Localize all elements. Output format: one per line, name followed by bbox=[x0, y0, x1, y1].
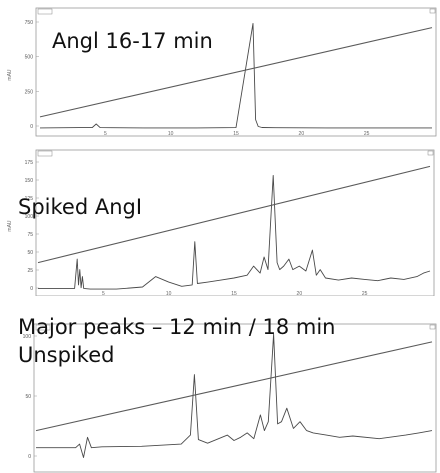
trace-tag bbox=[37, 150, 53, 157]
chromatogram-1: 750 500 250 0 mAU 5 10 15 20 25 bbox=[7, 7, 437, 137]
y-tick-label: 175 bbox=[25, 160, 34, 166]
y-tick-label: 750 bbox=[25, 20, 34, 26]
y-tick-label: 150 bbox=[25, 178, 34, 184]
chromatogram-3: 100 50 0 bbox=[23, 323, 437, 473]
x-tick-label: 15 bbox=[233, 131, 239, 137]
panel-3-caption: Major peaks – 12 min / 18 min bbox=[18, 315, 336, 339]
x-tick-label: 15 bbox=[231, 291, 237, 296]
chromatogram-trace bbox=[36, 333, 433, 458]
y-tick-label: 500 bbox=[25, 55, 34, 61]
corner-marker bbox=[427, 150, 434, 156]
y-tick-label: 100 bbox=[23, 334, 32, 340]
x-tick-label: 25 bbox=[364, 131, 370, 137]
y-tick-label: 0 bbox=[28, 454, 31, 460]
y-tick-label: 50 bbox=[25, 394, 31, 400]
y-tick-label: 25 bbox=[27, 268, 33, 274]
chromatogram-trace bbox=[39, 23, 432, 129]
plot-frame bbox=[35, 149, 435, 296]
y-axis-label: mAU bbox=[7, 69, 13, 81]
x-tick-label: 5 bbox=[104, 131, 107, 137]
y-tick-label: 125 bbox=[25, 196, 34, 202]
corner-marker bbox=[429, 324, 436, 330]
y-tick-label: 50 bbox=[27, 250, 33, 256]
x-tick-label: 25 bbox=[362, 291, 368, 296]
chromatogram-panel-2: 175 150 125 100 75 50 25 0 mAU 5 10 15 20 25 Spiked A… bbox=[0, 148, 440, 296]
panel-3-caption-2: Unspiked bbox=[18, 343, 115, 367]
x-tick-label: 5 bbox=[102, 291, 105, 296]
x-tick-label: 10 bbox=[168, 131, 174, 137]
trace-tag bbox=[35, 324, 51, 331]
y-tick-label: 75 bbox=[27, 232, 33, 238]
chromatogram-trace bbox=[38, 174, 431, 290]
corner-marker bbox=[429, 8, 436, 14]
panel-1-caption: Angl 16-17 min bbox=[52, 29, 213, 53]
x-tick-label: 20 bbox=[299, 131, 305, 137]
x-tick-label: 20 bbox=[297, 291, 303, 296]
gradient-line bbox=[37, 165, 431, 264]
gradient-line bbox=[35, 341, 433, 432]
chromatogram-panel-1: 750 500 250 0 mAU 5 10 15 20 25 Angl 16-17 min bbox=[0, 0, 440, 138]
chromatogram-2: 175 150 125 100 75 50 25 0 mAU 5 10 15 20 25 bbox=[7, 149, 435, 296]
panel-2-caption: Spiked AngI bbox=[18, 195, 143, 219]
trace-tag bbox=[37, 8, 53, 15]
gradient-line bbox=[39, 27, 433, 118]
y-tick-label: 0 bbox=[30, 124, 33, 130]
y-tick-label: 0 bbox=[30, 286, 33, 292]
y-tick-label: 100 bbox=[25, 214, 34, 220]
y-axis-label: mAU bbox=[7, 220, 13, 232]
chromatogram-panel-3: 100 50 0 Major peaks – 12 min / 18 min Uns… bbox=[0, 310, 440, 473]
x-tick-label: 10 bbox=[166, 291, 172, 296]
y-tick-label: 250 bbox=[25, 89, 34, 95]
